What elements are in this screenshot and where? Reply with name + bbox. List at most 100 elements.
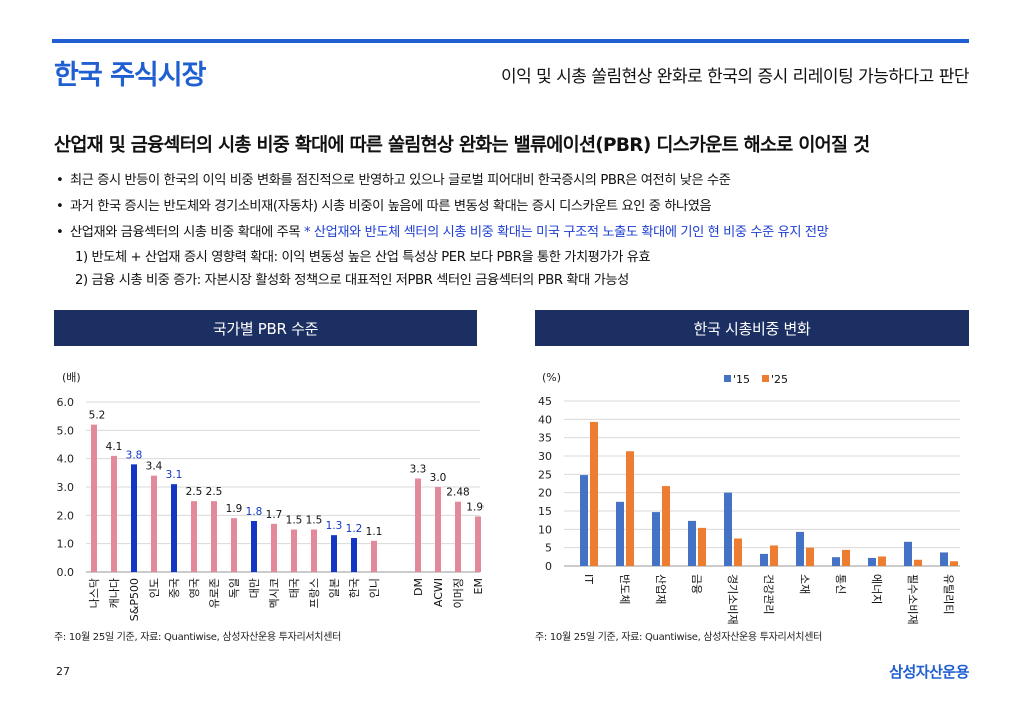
bar-2025 xyxy=(842,549,850,566)
bar xyxy=(251,521,257,572)
market-cap-chart: (%) 0 5 10 15 20 25 30 35 40 45 '15 '25 IT 반도체 산업재 금융 경기소… xyxy=(538,371,960,624)
data-label: 1.3 xyxy=(326,520,343,532)
y-tick-label: 4.0 xyxy=(57,453,75,466)
y-tick-label: 40 xyxy=(538,413,552,426)
bar xyxy=(475,516,481,572)
bar-2025 xyxy=(950,561,958,566)
bar xyxy=(131,464,137,572)
y-tick-label: 25 xyxy=(538,468,552,481)
bar-2015 xyxy=(688,520,696,566)
x-tick-label: 한국 xyxy=(348,578,361,598)
x-tick-label: 나스닥 xyxy=(88,578,101,608)
legend-label: '15 xyxy=(733,373,750,386)
data-label: 1.96 xyxy=(466,501,484,513)
y-tick-label: 30 xyxy=(538,450,552,463)
bar-2015 xyxy=(796,531,804,566)
bar xyxy=(435,487,441,572)
x-tick-label: EM xyxy=(472,578,484,594)
y-tick-label: 0 xyxy=(545,560,552,573)
bar xyxy=(455,501,461,572)
bar xyxy=(371,540,377,572)
brand-logo: 삼성자산운용 xyxy=(889,663,969,681)
right-panel-header: 한국 시총비중 변화 xyxy=(535,310,969,346)
bar xyxy=(151,475,157,572)
data-label: 3.1 xyxy=(166,469,183,481)
bullet-dot-icon: • xyxy=(56,173,64,188)
page-title: 한국 주식시장 xyxy=(54,60,206,91)
bar-2015 xyxy=(868,557,876,566)
bar xyxy=(91,424,97,572)
x-tick-label: 반도체 xyxy=(618,574,631,604)
x-tick-label: 필수소비재 xyxy=(906,574,919,624)
sub-bullet: 1) 반도체 + 산업재 증시 영향력 확대: 이익 변동성 높은 산업 특성상… xyxy=(75,250,651,265)
bullet-list: • 최근 증시 반등이 한국의 이익 비중 변화를 점진적으로 반영하고 있으나 … xyxy=(56,168,976,292)
x-tick-label: 에너지 xyxy=(870,574,883,604)
y-tick-label: 10 xyxy=(538,523,552,536)
page-subtitle: 이익 및 시총 쏠림현상 완화로 한국의 증시 리레이팅 가능하다고 판단 xyxy=(500,67,970,87)
x-tick-label: 영국 xyxy=(188,578,201,598)
x-tick-label: 독일 xyxy=(227,578,241,598)
bullet-item: • 산업재와 금융섹터의 시총 비중 확대에 주목 * 산업재와 반도체 섹터의 … xyxy=(56,220,976,246)
x-tick-label: IT xyxy=(582,574,595,584)
bullet-item: • 과거 한국 증시는 반도체와 경기소비재(자동차) 시총 비중이 높음에 따른… xyxy=(56,194,976,220)
data-label: 3.0 xyxy=(430,472,447,484)
y-tick-label: 0.0 xyxy=(57,566,75,579)
data-label: 1.5 xyxy=(286,515,303,527)
legend-swatch xyxy=(762,375,769,382)
bar-2015 xyxy=(832,557,840,566)
bar xyxy=(191,501,197,572)
bar-2015 xyxy=(580,475,588,566)
bullet-text: 최근 증시 반등이 한국의 이익 비중 변화를 점진적으로 반영하고 있으나 글… xyxy=(70,173,731,188)
y-tick-label: 5.0 xyxy=(57,424,75,437)
x-tick-label: 캐나다 xyxy=(108,578,121,608)
x-tick-label: 통신 xyxy=(834,574,847,594)
data-label: 1.7 xyxy=(266,509,283,521)
bar-2015 xyxy=(760,553,768,566)
x-tick-label: 산업재 xyxy=(654,574,667,604)
bullet-highlight-text: * 산업재와 반도체 섹터의 시총 비중 확대는 미국 구조적 노출도 확대에 … xyxy=(303,225,829,240)
x-tick-label: 멕시코 xyxy=(268,578,281,608)
y-tick-label: 15 xyxy=(538,505,552,518)
y-tick-label: 5 xyxy=(545,542,552,555)
bullet-text: 과거 한국 증시는 반도체와 경기소비재(자동차) 시총 비중이 높음에 따른 … xyxy=(70,199,712,214)
x-tick-label: 태국 xyxy=(288,578,301,598)
x-tick-label: DM xyxy=(412,578,425,596)
data-label: 2.5 xyxy=(206,486,223,498)
bullet-dot-icon: • xyxy=(56,225,64,240)
left-panel-header: 국가별 PBR 수준 xyxy=(54,310,477,346)
bar-2015 xyxy=(724,492,732,566)
legend-swatch xyxy=(724,375,731,382)
y-tick-label: 3.0 xyxy=(57,481,75,494)
bar-2025 xyxy=(626,451,634,566)
bar-2025 xyxy=(698,527,706,566)
x-tick-label: 소재 xyxy=(798,574,811,594)
bar-2025 xyxy=(806,547,814,566)
data-label: 2.5 xyxy=(186,486,203,498)
x-tick-label: 유로존 xyxy=(208,578,221,608)
bullet-dot-icon: • xyxy=(56,199,64,214)
x-tick-label: 이머징 xyxy=(452,578,465,608)
bar-2025 xyxy=(590,421,598,566)
y-tick-label: 1.0 xyxy=(57,538,75,551)
x-tick-label: ACWI xyxy=(432,578,445,607)
x-tick-label: 프랑스 xyxy=(308,578,321,608)
y-unit-label: (%) xyxy=(542,371,561,384)
bar xyxy=(311,529,317,572)
data-label: 1.2 xyxy=(346,523,363,535)
left-source-note: 주: 10월 25일 기준, 자료: Quantiwise, 삼성자산운용 투자… xyxy=(54,632,341,643)
x-tick-label: 유틸리티 xyxy=(942,574,955,614)
data-label: 1.1 xyxy=(366,526,383,538)
data-label: 1.5 xyxy=(306,515,323,527)
x-tick-label: 대만 xyxy=(248,578,261,598)
bar xyxy=(415,478,421,572)
bar-2025 xyxy=(878,556,886,566)
bar xyxy=(111,455,117,572)
x-tick-label: 경기소비재 xyxy=(726,574,739,624)
page-number: 27 xyxy=(56,665,70,678)
bullet-item: • 최근 증시 반등이 한국의 이익 비중 변화를 점진적으로 반영하고 있으나 … xyxy=(56,168,976,194)
bar xyxy=(351,538,357,572)
bar-2025 xyxy=(662,486,670,566)
sub-bullet: 2) 금융 시총 비중 증가: 자본시장 활성화 정책으로 대표적인 저PBR … xyxy=(75,273,629,288)
bar-2025 xyxy=(914,559,922,566)
legend-label: '25 xyxy=(771,373,788,386)
